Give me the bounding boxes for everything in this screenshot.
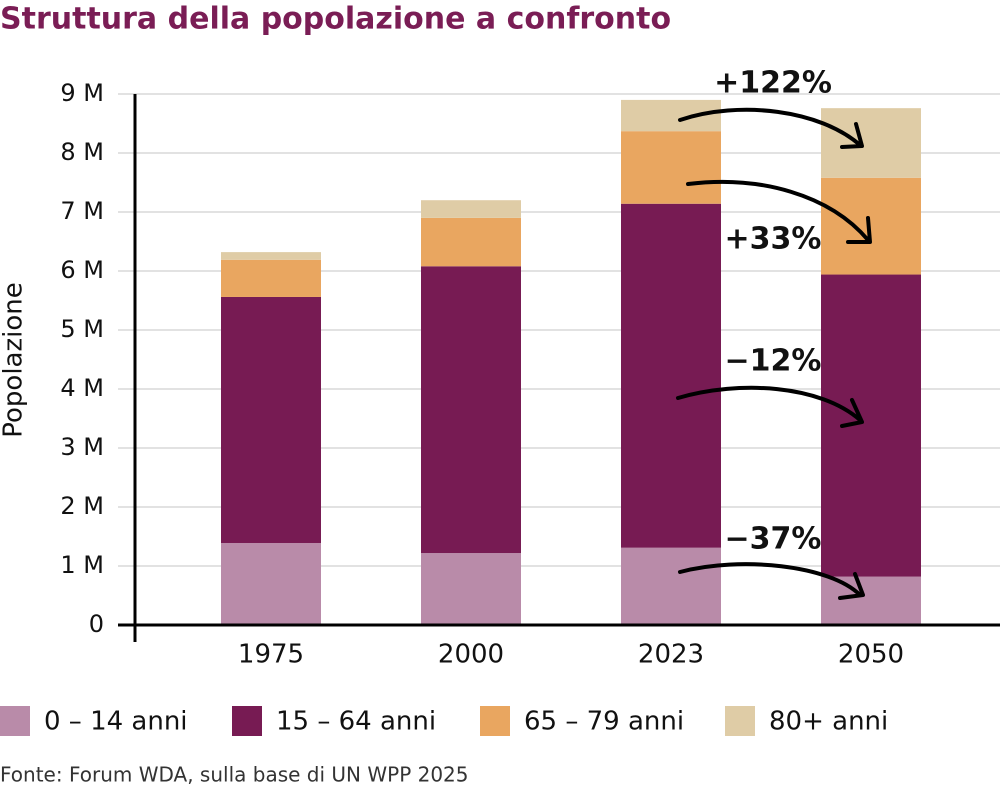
bar-segment	[621, 203, 721, 548]
bar-segment	[221, 296, 321, 543]
x-tick-label: 2000	[438, 640, 504, 670]
y-tick-label: 9 M	[60, 79, 104, 107]
annotation: +122%	[714, 66, 832, 101]
bar-segment	[421, 266, 521, 554]
bar-segment	[421, 217, 521, 267]
bar-segment	[821, 177, 921, 275]
x-tick-label: 2050	[838, 640, 904, 670]
arrows	[676, 107, 872, 600]
x-tick-label: 2023	[638, 640, 704, 670]
bar-segment	[821, 576, 921, 625]
bar-segment	[221, 252, 321, 260]
legend-swatch	[232, 706, 262, 736]
x-tick-label: 1975	[238, 640, 304, 670]
y-tick-label: 0	[89, 610, 104, 638]
legend-swatch	[0, 706, 30, 736]
bar-segment	[421, 200, 521, 218]
bar-segment	[221, 259, 321, 297]
legend-label: 15 – 64 anni	[276, 707, 436, 737]
legend-label: 80+ anni	[769, 707, 888, 737]
bar-segment	[621, 99, 721, 132]
y-tick-label: 4 M	[60, 374, 104, 402]
bar-segment	[821, 108, 921, 178]
legend-swatch	[480, 706, 510, 736]
plot: 0 1 M 2 M 3 M 4 M 5 M 6 M 7 M 8 M 9 M 1975 2000 2023…	[0, 66, 1000, 737]
chart-title: Struttura della popolazione a confronto	[0, 2, 671, 37]
annotation: −12%	[725, 344, 822, 379]
y-tick-label: 6 M	[60, 256, 104, 284]
legend-swatch	[725, 706, 755, 736]
legend-label: 0 – 14 anni	[44, 707, 188, 737]
bar-segment	[221, 542, 321, 625]
y-axis-label: Popolazione	[0, 282, 29, 437]
y-tick-label: 3 M	[60, 433, 104, 461]
bar-segment	[621, 131, 721, 204]
y-tick-label: 2 M	[60, 492, 104, 520]
legend-label: 65 – 79 anni	[524, 707, 684, 737]
y-tick-label: 7 M	[60, 197, 104, 225]
bar-segment	[421, 553, 521, 625]
bar-segment	[821, 274, 921, 577]
y-tick-label: 1 M	[60, 551, 104, 579]
annotation: +33%	[725, 222, 822, 257]
y-tick-label: 5 M	[60, 315, 104, 343]
source: Fonte: Forum WDA, sulla base di UN WPP 2…	[0, 763, 469, 787]
bar-segment	[621, 547, 721, 625]
annotation: −37%	[725, 522, 822, 557]
y-tick-label: 8 M	[60, 138, 104, 166]
